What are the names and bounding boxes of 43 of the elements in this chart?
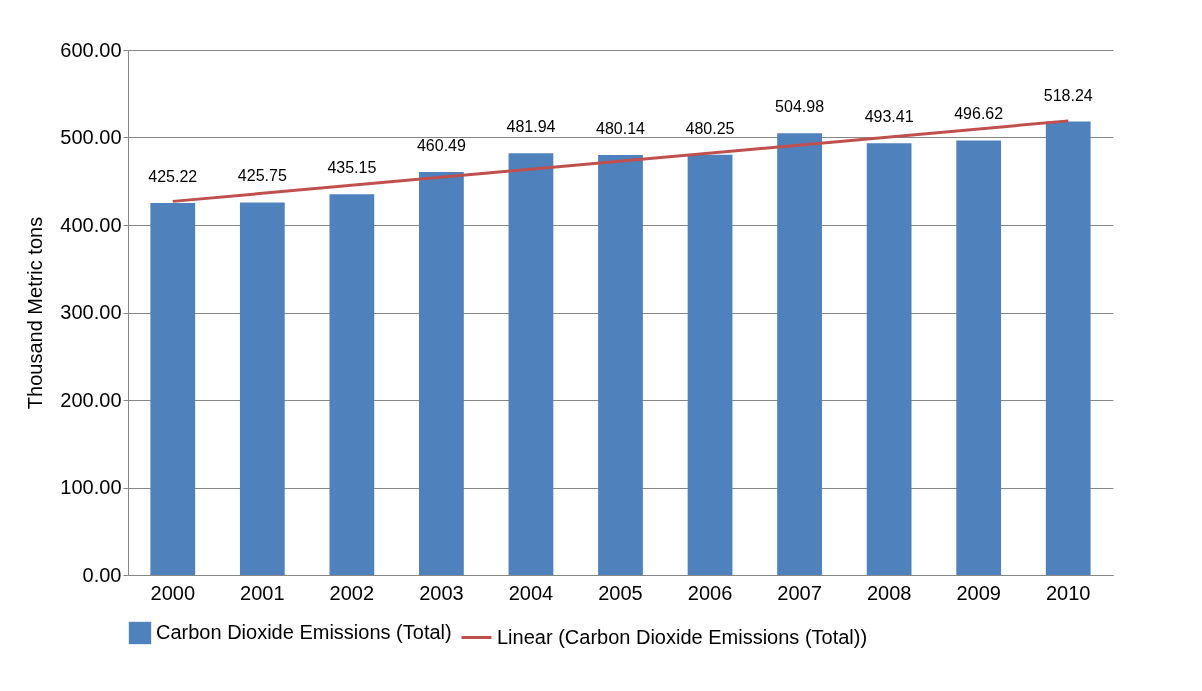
- bar: [866, 143, 912, 575]
- y-tick-label: 600.00: [60, 38, 122, 61]
- bar: [329, 194, 375, 575]
- x-tick-label: 2007: [777, 581, 822, 604]
- bar: [239, 202, 285, 575]
- y-tick-label: 200.00: [60, 388, 122, 411]
- bar: [508, 153, 554, 575]
- y-tick-label: 400.00: [60, 213, 122, 236]
- x-tick-label: 2004: [508, 581, 554, 604]
- bar: [777, 133, 822, 575]
- bar: [150, 202, 196, 575]
- data-label: 480.25: [685, 119, 735, 137]
- x-tick-label: 2010: [1045, 581, 1091, 604]
- data-label: 480.14: [596, 119, 646, 137]
- data-label: 425.22: [148, 167, 198, 185]
- data-label: 518.24: [1043, 86, 1093, 104]
- y-tick-label: 500.00: [60, 126, 122, 148]
- data-label: 496.62: [954, 105, 1004, 123]
- bar: [956, 140, 1002, 575]
- legend-label: Linear (Carbon Dioxide Emissions (Total)): [497, 625, 868, 648]
- legend-label: Carbon Dioxide Emissions (Total): [156, 621, 452, 643]
- x-tick-label: 2009: [956, 581, 1001, 604]
- y-tick-label: 100.00: [60, 476, 122, 498]
- data-label: 481.94: [506, 118, 556, 136]
- data-label: 493.41: [864, 108, 914, 126]
- x-tick-label: 2008: [866, 581, 912, 604]
- x-tick-label: 2006: [687, 581, 733, 604]
- bar: [1045, 121, 1091, 575]
- data-label: 435.15: [327, 159, 377, 177]
- x-tick-label: 2003: [419, 581, 464, 604]
- y-axis-title: Thousand Metric tons: [24, 216, 47, 410]
- x-tick-label: 2001: [240, 581, 285, 604]
- data-label: 425.75: [237, 167, 287, 185]
- x-tick-label: 2002: [329, 581, 375, 604]
- y-tick-label: 0.00: [82, 563, 122, 586]
- y-tick-label: 300.00: [60, 301, 122, 323]
- bar: [419, 172, 464, 575]
- x-tick-label: 2000: [150, 581, 196, 604]
- bar: [598, 154, 643, 575]
- bar: [687, 154, 733, 575]
- data-label: 460.49: [416, 137, 466, 155]
- x-tick-label: 2005: [598, 581, 643, 604]
- data-label: 504.98: [775, 98, 825, 116]
